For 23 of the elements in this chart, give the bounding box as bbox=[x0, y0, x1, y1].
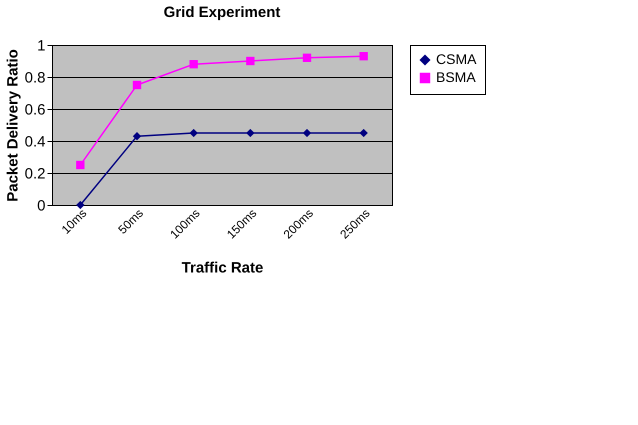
x-axis-title: Traffic Rate bbox=[182, 260, 264, 277]
point bbox=[132, 132, 142, 140]
point bbox=[302, 128, 312, 138]
point bbox=[246, 56, 255, 66]
point bbox=[76, 200, 85, 210]
chart-title: Grid Experiment bbox=[164, 4, 280, 21]
y-tick-label: 0.8 bbox=[24, 70, 46, 86]
y-tick-label: 0.2 bbox=[24, 166, 46, 182]
y-tick-label: 0.4 bbox=[24, 134, 46, 150]
y-tick-label: 0.6 bbox=[24, 102, 46, 118]
point bbox=[359, 128, 368, 138]
point bbox=[246, 128, 255, 138]
y-axis-title: Packet Delivery Ratio bbox=[4, 49, 22, 202]
point bbox=[359, 52, 368, 60]
legend-label: BSMA bbox=[436, 69, 476, 85]
point bbox=[76, 160, 85, 170]
point bbox=[189, 60, 198, 68]
y-tick-label: 1 bbox=[37, 38, 46, 54]
point bbox=[189, 128, 198, 138]
y-tick-label: 0 bbox=[37, 198, 46, 214]
legend-label: CSMA bbox=[436, 51, 478, 67]
point bbox=[132, 80, 142, 90]
point bbox=[302, 54, 312, 62]
